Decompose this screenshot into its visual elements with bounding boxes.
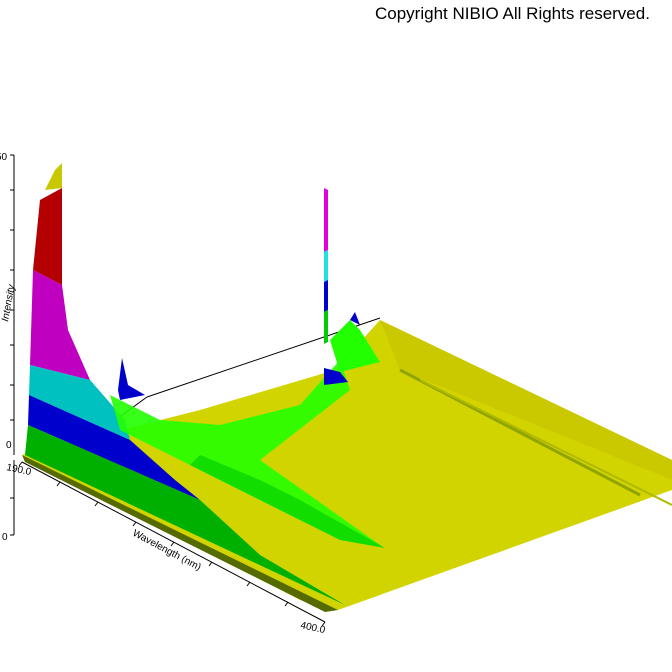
- band-yellow: [45, 163, 62, 190]
- z-tick-label: 0: [6, 440, 12, 451]
- spike-small-blue: [350, 312, 360, 325]
- band-magenta: [30, 270, 90, 380]
- spike-blue: [324, 280, 328, 312]
- intensity-axis-label: Intensity: [0, 283, 17, 323]
- ridge-blue-band: [118, 358, 145, 400]
- front-strip: [22, 455, 338, 612]
- spike-cyan: [324, 250, 328, 282]
- sharp-spike: [324, 188, 380, 385]
- band-blue: [28, 395, 200, 500]
- wavelength-tick: [170, 541, 175, 547]
- wavelength-tick: [18, 461, 23, 467]
- surface-shade-plane: [380, 320, 672, 480]
- band-green: [25, 425, 345, 605]
- wavelength-tick: [56, 481, 61, 487]
- front-peak: [22, 163, 345, 612]
- surface-ridge-2: [419, 379, 672, 506]
- wavelength-tick: [208, 561, 213, 567]
- wavelength-tick: [321, 621, 326, 627]
- x-tick-label-start: 190.0: [5, 462, 32, 478]
- x-tick-label-end: 400.0: [299, 620, 326, 636]
- y-tick-label-top: 50: [0, 152, 8, 163]
- middle-ridge: [110, 358, 385, 548]
- wavelength-tick: [284, 601, 289, 607]
- band-cyan: [29, 365, 130, 440]
- ridge-green-band: [110, 360, 380, 545]
- intensity-axis: [10, 154, 15, 536]
- copyright-text: Copyright NIBIO All Rights reserved.: [375, 4, 650, 23]
- wavelength-tick: [246, 581, 251, 587]
- spike-green: [324, 310, 328, 344]
- spike-base-green: [330, 320, 380, 372]
- spike-blue-base: [324, 368, 348, 385]
- band-red: [33, 188, 62, 285]
- y-tick-label-bottom: 0: [2, 532, 8, 543]
- wavelength-tick: [94, 501, 99, 507]
- ridge-green-trail: [190, 455, 385, 548]
- wavelength-axis: [18, 461, 326, 627]
- spike-magenta: [324, 188, 328, 252]
- wavelength-tick: [132, 521, 137, 527]
